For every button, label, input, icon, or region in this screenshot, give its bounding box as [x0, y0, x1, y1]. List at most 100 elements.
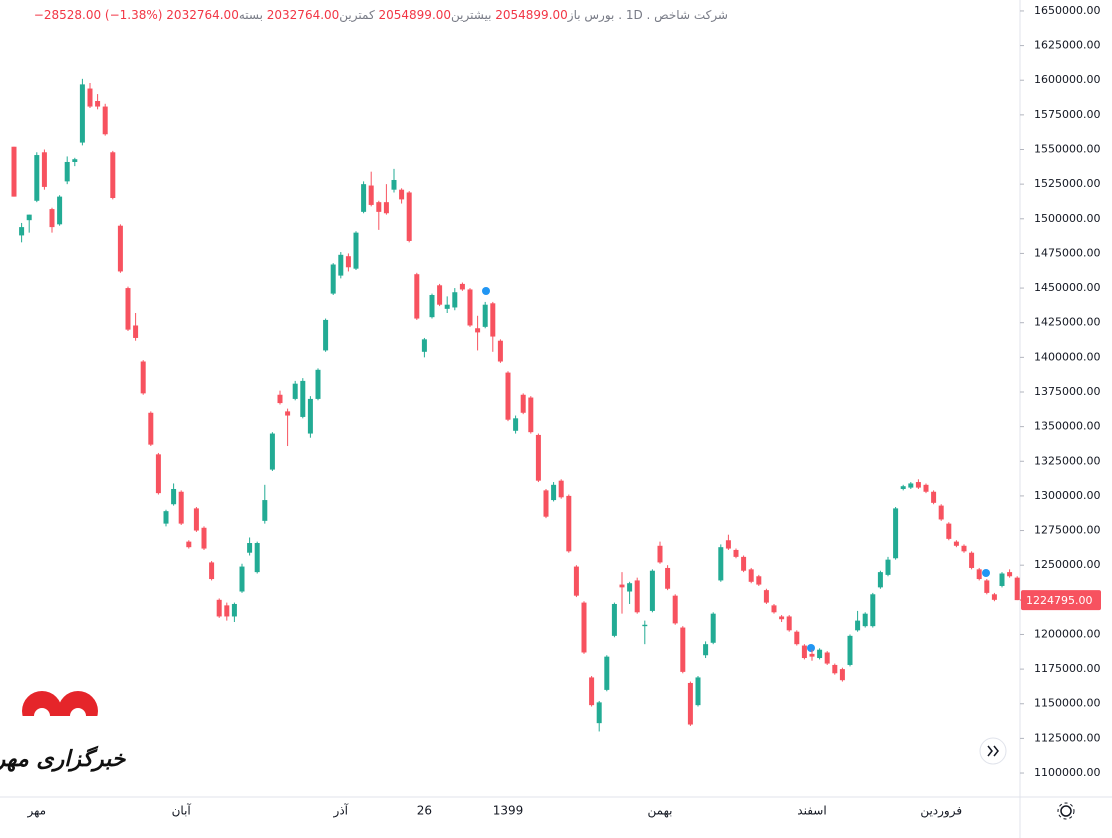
- candle-body: [573, 566, 579, 596]
- candle-body: [79, 84, 85, 143]
- y-tick-label: 1150000.00: [1034, 697, 1100, 710]
- candle-body: [611, 603, 617, 636]
- candle-body: [444, 304, 450, 309]
- y-tick-label: 1625000.00: [1034, 39, 1100, 52]
- candle-body: [209, 562, 215, 580]
- candle-body: [877, 572, 883, 588]
- candle-body: [95, 101, 101, 107]
- low-value: 2032764.00: [266, 8, 340, 22]
- candle-body: [300, 380, 306, 417]
- y-tick-label: 1475000.00: [1034, 246, 1100, 259]
- open-value: 2054899.00: [495, 8, 568, 22]
- candle-body: [193, 508, 199, 531]
- candle-body: [391, 179, 397, 190]
- candle-body: [885, 559, 891, 575]
- candle-body: [285, 411, 291, 416]
- candle-body: [345, 256, 351, 268]
- candle-body: [513, 418, 519, 431]
- low-label: کمترین: [339, 8, 375, 22]
- y-tick-label: 1550000.00: [1034, 143, 1100, 156]
- candle-body: [528, 397, 534, 433]
- candle-body: [399, 189, 405, 200]
- legend-header: شرکت شاخص . 1D . بورس باز2054899.00 بیشت…: [33, 8, 728, 22]
- x-tick-label: 26: [417, 804, 432, 818]
- candle-body: [383, 202, 389, 214]
- candle-body: [452, 292, 458, 308]
- candle-body: [893, 508, 899, 559]
- candle-body: [361, 184, 367, 212]
- candle-body: [505, 372, 511, 420]
- candle-body: [19, 227, 25, 236]
- y-tick-label: 1350000.00: [1034, 420, 1100, 433]
- event-dot: [807, 644, 815, 652]
- symbol-title: شرکت شاخص: [654, 8, 728, 22]
- candle-body: [589, 677, 595, 706]
- candle-body: [239, 566, 245, 592]
- close-label: بسته: [238, 8, 263, 22]
- candle-body: [520, 394, 526, 413]
- y-tick-label: 1600000.00: [1034, 73, 1100, 86]
- logo: [20, 691, 100, 734]
- candle-body: [832, 664, 838, 674]
- y-tick-label: 1450000.00: [1034, 281, 1100, 294]
- candle-body: [459, 283, 465, 290]
- y-tick-label: 1375000.00: [1034, 385, 1100, 398]
- candle-body: [421, 339, 427, 352]
- candle-body: [437, 285, 443, 305]
- candle-body: [710, 613, 716, 643]
- candle-body: [254, 543, 260, 573]
- candle-body: [604, 656, 610, 690]
- candle-body: [231, 603, 237, 617]
- candle-body: [794, 631, 800, 645]
- candle-body: [140, 361, 146, 394]
- candle-body: [72, 159, 78, 162]
- candle-body: [672, 595, 678, 624]
- x-tick-label: فروردین: [920, 804, 962, 819]
- candle-body: [1007, 572, 1013, 577]
- candle-body: [984, 580, 990, 593]
- candle-body: [292, 383, 298, 399]
- candle-body: [368, 185, 374, 205]
- candle-body: [634, 580, 640, 613]
- candle-body: [809, 653, 815, 657]
- settings-icon[interactable]: [1057, 802, 1075, 820]
- candle-body: [756, 576, 762, 585]
- candle-body: [429, 294, 435, 318]
- candle-body: [269, 433, 275, 470]
- candle-body: [148, 412, 154, 445]
- candle-body: [482, 304, 488, 327]
- candle-body: [34, 155, 40, 201]
- candle-body: [687, 682, 693, 725]
- candle-body: [201, 527, 207, 549]
- event-dot: [482, 287, 490, 295]
- candle-body: [467, 289, 473, 326]
- candle-body: [862, 613, 868, 627]
- y-tick-label: 1575000.00: [1034, 108, 1100, 121]
- candle-body: [87, 88, 93, 107]
- change: −28528.00 (−1.38%): [34, 8, 163, 22]
- x-tick-label: آذر: [333, 803, 349, 819]
- candle-body: [110, 152, 116, 199]
- candle-body: [26, 214, 32, 221]
- open-label: باز: [567, 8, 581, 22]
- candle-body: [748, 569, 754, 582]
- candle-body: [186, 541, 192, 548]
- candle-body: [490, 303, 496, 337]
- candle-body: [406, 192, 412, 241]
- candle-body: [133, 325, 139, 338]
- y-tick-label: 1175000.00: [1034, 662, 1100, 675]
- change-percent: (−1.38%): [104, 8, 163, 22]
- candle-body: [741, 556, 747, 571]
- candle-body: [938, 505, 944, 520]
- scroll-button[interactable]: [979, 737, 1007, 765]
- y-tick-label: 1650000.00: [1034, 4, 1100, 17]
- candle-body: [330, 264, 336, 294]
- interval: 1D: [625, 8, 643, 22]
- candle-body: [376, 202, 382, 212]
- candle-body: [49, 209, 55, 228]
- x-tick-label: آبان: [172, 803, 192, 818]
- candle-body: [277, 394, 283, 404]
- candle-body: [178, 491, 184, 524]
- candle-body: [855, 620, 861, 631]
- candle-body: [771, 605, 777, 613]
